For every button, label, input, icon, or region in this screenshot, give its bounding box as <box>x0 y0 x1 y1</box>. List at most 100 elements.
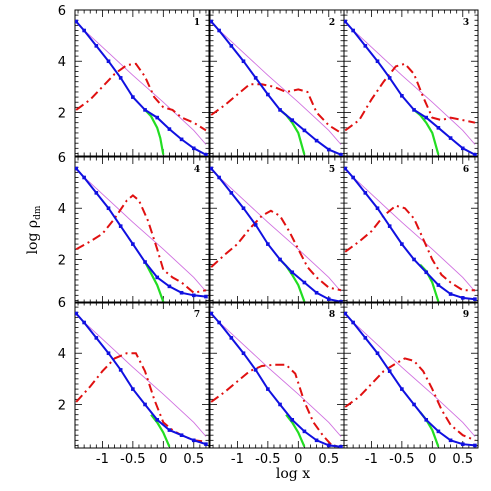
x-tick-label: 0 <box>159 452 167 467</box>
x-tick-label: 0 <box>294 452 302 467</box>
x-tick-label: -1 <box>231 452 244 467</box>
red-dashed-line <box>75 352 207 443</box>
blue-data-point <box>436 126 441 130</box>
blue-data-point <box>155 275 160 280</box>
panel-ticks <box>210 156 344 303</box>
blue-data-point <box>400 94 404 98</box>
blue-data-point <box>179 433 184 437</box>
panel-number-label: 9 <box>463 310 469 320</box>
blue-data-point <box>344 19 348 24</box>
panel-7: 7 <box>74 301 210 449</box>
y-tick-label: 4 <box>58 202 66 217</box>
blue-data-point <box>167 428 172 432</box>
blue-data-point <box>278 108 282 112</box>
blue-data-point <box>179 290 184 295</box>
blue-data-point <box>326 297 331 301</box>
y-tick-label: 2 <box>58 398 66 413</box>
blue-data-point <box>266 242 270 246</box>
blue-data-point <box>375 351 380 356</box>
panel-number-label: 6 <box>463 165 469 175</box>
blue-data-point <box>351 320 355 325</box>
blue-data-point <box>448 136 453 140</box>
panel-number-label: 1 <box>194 18 200 28</box>
blue-data-point <box>131 242 135 246</box>
blue-data-point <box>229 44 234 48</box>
panel-9: 9 <box>343 301 479 449</box>
panel-series <box>75 311 208 448</box>
blue-data-point <box>75 19 79 24</box>
blue-data-point <box>387 369 392 373</box>
x-tick-label: -0.5 <box>120 452 145 467</box>
blue-data-point <box>210 166 214 171</box>
blue-data-point <box>155 115 160 120</box>
nfw-fit-line <box>75 314 207 437</box>
blue-data-point <box>229 191 234 195</box>
panel-series <box>75 19 208 156</box>
x-tick-label: 0.5 <box>452 452 473 467</box>
blue-data-point <box>314 290 319 295</box>
panel-3: 3 <box>343 9 479 157</box>
blue-data-point <box>241 59 246 64</box>
blue-data-point <box>473 443 477 448</box>
blue-data-point <box>375 59 380 64</box>
blue-data-point <box>363 336 368 340</box>
y-tick-label: 2 <box>58 106 66 121</box>
x-axis-title: log x <box>276 466 310 482</box>
blue-data-point <box>448 438 453 443</box>
svg-text:log ρdm: log ρdm <box>25 205 43 254</box>
blue-data-point <box>217 175 221 180</box>
panel-1: 1 <box>74 9 210 157</box>
panel-frame <box>74 156 210 304</box>
blue-data-point <box>229 336 234 340</box>
blue-data-point <box>143 260 147 264</box>
blue-data-point <box>344 311 348 316</box>
blue-data-point <box>460 146 465 151</box>
blue-data-point <box>344 166 348 171</box>
blue-data-point <box>266 92 270 97</box>
x-tick-label: 0.5 <box>318 452 339 467</box>
red-dashed-line <box>75 194 207 294</box>
blue-data-point <box>118 224 123 228</box>
blue-data-point <box>241 206 246 211</box>
x-tick-label: -1 <box>96 452 109 467</box>
red-dashed-line <box>210 209 342 292</box>
nfw-fit-line <box>210 169 342 292</box>
blue-data-point <box>473 152 477 156</box>
blue-data-point <box>400 242 404 246</box>
red-dashed-line <box>75 62 207 132</box>
blue-data-point <box>82 320 86 325</box>
y-axis-title: log ρdm <box>25 205 43 254</box>
y-tick-label: 4 <box>58 55 66 70</box>
panel-frame <box>343 156 479 304</box>
y-axis-title-sub: dm <box>33 205 43 220</box>
x-tick-label: 0 <box>428 452 436 467</box>
panel-number-label: 3 <box>463 18 469 28</box>
x-tick-labels: -1 -0.5 0 0.5 -1 -0.5 0 0.5 -1 -0.5 0 0.5 <box>96 452 473 467</box>
nfw-fit-line <box>344 314 476 437</box>
panel-number-label: 5 <box>329 165 335 175</box>
x-tick-label: 0.5 <box>183 452 204 467</box>
panel-frame <box>343 301 479 449</box>
blue-data-point <box>94 44 99 48</box>
blue-data-point <box>473 297 477 301</box>
y-tick-labels: 6 4 2 6 4 2 6 4 2 <box>58 4 66 413</box>
blue-data-point <box>179 137 184 142</box>
blue-data-point <box>290 270 295 275</box>
blue-data-point <box>217 28 221 33</box>
blue-data-point <box>412 402 416 407</box>
blue-data-point <box>210 19 214 24</box>
blue-profile-line <box>210 167 342 303</box>
blue-data-point <box>424 270 429 275</box>
panel-number-label: 7 <box>194 310 200 320</box>
panel-series <box>344 311 477 448</box>
blue-data-point <box>302 429 307 434</box>
blue-data-point <box>191 438 196 443</box>
blue-data-point <box>167 127 172 131</box>
blue-data-point <box>387 76 392 80</box>
blue-data-point <box>339 152 343 156</box>
blue-data-point <box>436 429 441 434</box>
blue-data-point <box>412 108 416 112</box>
y-tick-label: 6 <box>58 151 66 166</box>
blue-data-point <box>253 368 258 372</box>
blue-data-point <box>424 115 429 120</box>
